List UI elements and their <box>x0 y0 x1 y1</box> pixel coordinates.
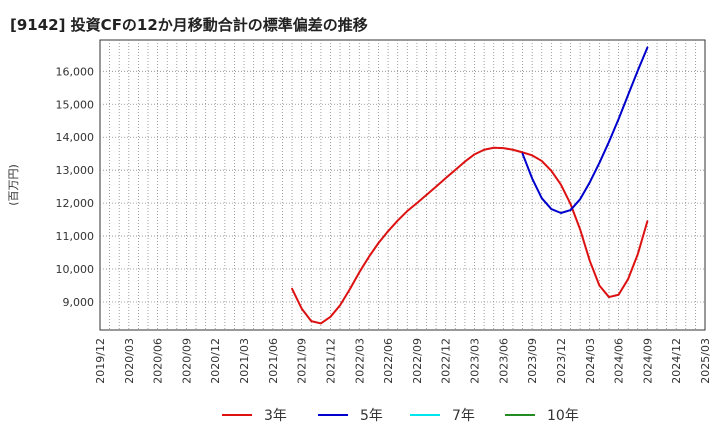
x-tick-label: 2022/06 <box>382 338 395 384</box>
x-tick-label: 2022/03 <box>353 338 366 384</box>
series-line-1 <box>521 46 649 215</box>
x-tick-label: 2022/12 <box>440 338 453 384</box>
x-tick-label: 2025/03 <box>699 338 712 384</box>
legend-label: 3年 <box>264 408 287 424</box>
x-tick-label: 2023/06 <box>497 338 510 384</box>
x-tick-label: 2021/03 <box>238 338 251 384</box>
x-tick-label: 2024/12 <box>670 338 683 384</box>
legend-label: 10年 <box>547 408 579 424</box>
y-tick-label: 16,000 <box>56 65 95 78</box>
y-tick-label: 13,000 <box>56 164 95 177</box>
y-tick-label: 11,000 <box>56 230 95 243</box>
x-tick-label: 2021/06 <box>267 338 280 384</box>
x-tick-label: 2021/09 <box>296 338 309 384</box>
y-tick-label: 12,000 <box>56 197 95 210</box>
series-line-0 <box>291 146 649 325</box>
x-tick-label: 2024/06 <box>613 338 626 384</box>
y-axis-label: (百万円) <box>7 164 20 206</box>
plot-area <box>99 39 706 331</box>
x-tick-label: 2020/03 <box>123 338 136 384</box>
x-tick-label: 2020/09 <box>180 338 193 384</box>
x-tick-label: 2023/09 <box>526 338 539 384</box>
y-tick-label: 15,000 <box>56 98 95 111</box>
x-tick-label: 2024/03 <box>584 338 597 384</box>
y-tick-label: 14,000 <box>56 131 95 144</box>
x-tick-label: 2022/09 <box>411 338 424 384</box>
x-tick-label: 2024/09 <box>641 338 654 384</box>
legend-label: 5年 <box>360 408 383 424</box>
x-tick-label: 2020/12 <box>209 338 222 384</box>
chart-title: [9142] 投資CFの12か月移動合計の標準偏差の推移 <box>10 16 368 34</box>
legend-label: 7年 <box>452 408 475 424</box>
y-tick-label: 9,000 <box>63 296 95 309</box>
x-tick-label: 2023/12 <box>555 338 568 384</box>
x-tick-label: 2020/06 <box>152 338 165 384</box>
x-tick-label: 2023/03 <box>469 338 482 384</box>
y-tick-label: 10,000 <box>56 263 95 276</box>
x-tick-label: 2021/12 <box>324 338 337 384</box>
x-tick-label: 2019/12 <box>94 338 107 384</box>
